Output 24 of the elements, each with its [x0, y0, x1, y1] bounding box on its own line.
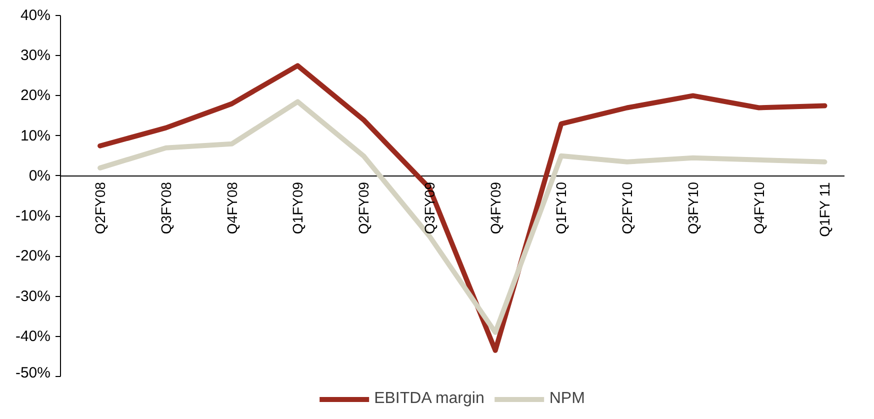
x-tick-label: Q3FY09	[421, 182, 438, 234]
x-tick-label: Q3FY08	[158, 182, 174, 234]
y-tick-label: 40%	[20, 7, 51, 24]
x-tick-label: Q2FY09	[356, 182, 372, 234]
y-tick-label: 10%	[20, 127, 51, 144]
y-tick-label: -20%	[15, 248, 51, 265]
x-tick-label: Q2FY08	[92, 182, 108, 234]
legend-label: EBITDA margin	[374, 390, 484, 408]
x-tick-label: Q1FY09	[290, 182, 306, 234]
y-tick-label: -30%	[15, 288, 51, 305]
y-tick-label: 0%	[28, 167, 51, 184]
x-tick-label: Q1FY10	[553, 182, 570, 234]
y-tick-label: -40%	[15, 328, 51, 345]
x-tick-label: Q4FY08	[224, 182, 240, 234]
x-tick-label: Q2FY10	[619, 182, 636, 234]
x-tick-label: Q1FY 11	[816, 182, 833, 237]
x-tick-label: Q3FY10	[684, 182, 701, 234]
y-tick-label: -50%	[15, 364, 51, 382]
y-tick-label: 30%	[20, 47, 51, 64]
legend-label: NPM	[549, 390, 585, 408]
x-tick-label: Q4FY09	[487, 182, 504, 234]
y-tick-label: 20%	[20, 87, 51, 104]
x-tick-label: Q4FY10	[750, 182, 767, 234]
y-tick-label: -10%	[15, 208, 51, 225]
